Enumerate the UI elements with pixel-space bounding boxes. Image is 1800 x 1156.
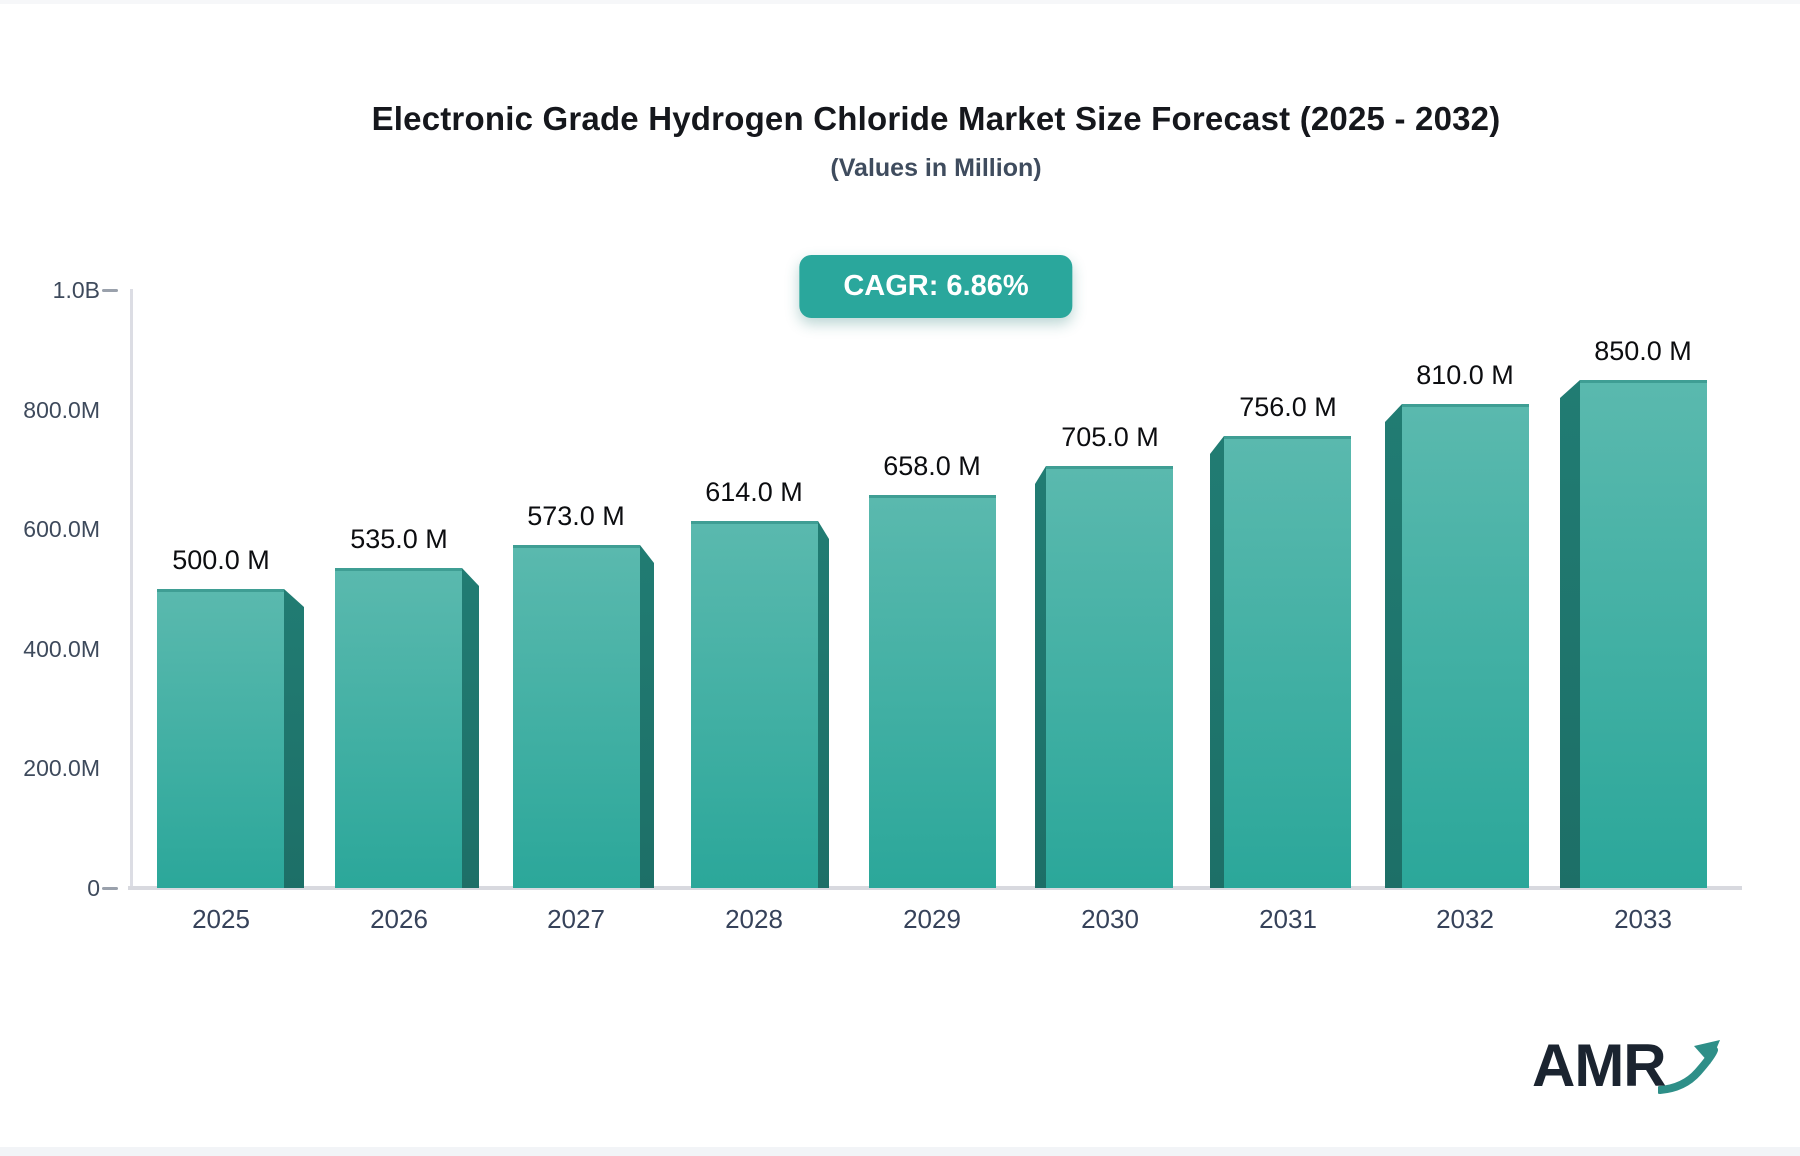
x-axis-label: 2026 [370, 904, 428, 934]
bar-value-label: 614.0 M [705, 477, 803, 507]
x-axis-label: 2032 [1436, 904, 1494, 934]
y-axis-tick-mark [102, 887, 118, 890]
bar-side-face [818, 521, 829, 888]
x-axis-label: 2033 [1614, 904, 1672, 934]
x-axis-label: 2028 [725, 904, 783, 934]
brand-arrow-icon [1657, 1040, 1720, 1094]
bar-side-face [1210, 436, 1224, 888]
bar-2026 [335, 568, 462, 888]
y-axis-tick-label: 600.0M [23, 516, 100, 542]
bar-side-face [640, 545, 654, 888]
bar-value-label: 756.0 M [1239, 392, 1337, 422]
cagr-badge: CAGR: 6.86% [799, 255, 1073, 318]
bar-value-label: 573.0 M [527, 501, 625, 531]
chart-subtitle: (Values in Million) [830, 154, 1042, 182]
bar-2029 [869, 495, 996, 888]
page-bottom-edge [0, 1147, 1800, 1156]
x-axis-label: 2031 [1259, 904, 1317, 934]
bar-2031 [1224, 436, 1351, 888]
y-axis-tick-mark [102, 289, 118, 292]
y-axis-line [130, 289, 133, 889]
y-axis-tick-label: 0 [87, 875, 100, 901]
bar-side-face [462, 568, 479, 888]
bar-value-label: 850.0 M [1594, 336, 1692, 366]
y-axis-tick-label: 400.0M [23, 636, 100, 662]
bar-value-label: 500.0 M [172, 545, 270, 575]
bar-side-face [284, 589, 304, 888]
bar-value-label: 705.0 M [1061, 422, 1159, 452]
chart-header: Electronic Grade Hydrogen Chloride Marke… [72, 100, 1800, 183]
bar-2030 [1046, 466, 1173, 888]
brand-logo: AMR [1532, 1036, 1722, 1096]
x-axis-label: 2029 [903, 904, 961, 934]
bar-side-face [1035, 466, 1046, 888]
bar-value-label: 810.0 M [1416, 360, 1514, 390]
chart-title: Electronic Grade Hydrogen Chloride Marke… [371, 100, 1501, 137]
bar-2027 [513, 545, 640, 888]
y-axis-tick-label: 1.0B [52, 277, 100, 303]
x-axis-baseline [128, 886, 1742, 890]
y-axis-tick-label: 800.0M [23, 397, 100, 423]
x-axis-label: 2025 [192, 904, 250, 934]
bar-2032 [1402, 404, 1529, 888]
bar-value-label: 535.0 M [350, 524, 448, 554]
bar-2025 [157, 589, 284, 888]
bar-value-label: 658.0 M [883, 451, 981, 481]
bar-side-face [1560, 380, 1580, 888]
brand-logo-text: AMR [1532, 1032, 1667, 1099]
y-axis-tick-label: 200.0M [23, 755, 100, 781]
bar-side-face [1385, 404, 1402, 888]
page-top-edge [0, 0, 1800, 4]
x-axis-label: 2030 [1081, 904, 1139, 934]
x-axis-label: 2027 [547, 904, 605, 934]
bar-2028 [691, 521, 818, 888]
bar-2033 [1580, 380, 1707, 888]
